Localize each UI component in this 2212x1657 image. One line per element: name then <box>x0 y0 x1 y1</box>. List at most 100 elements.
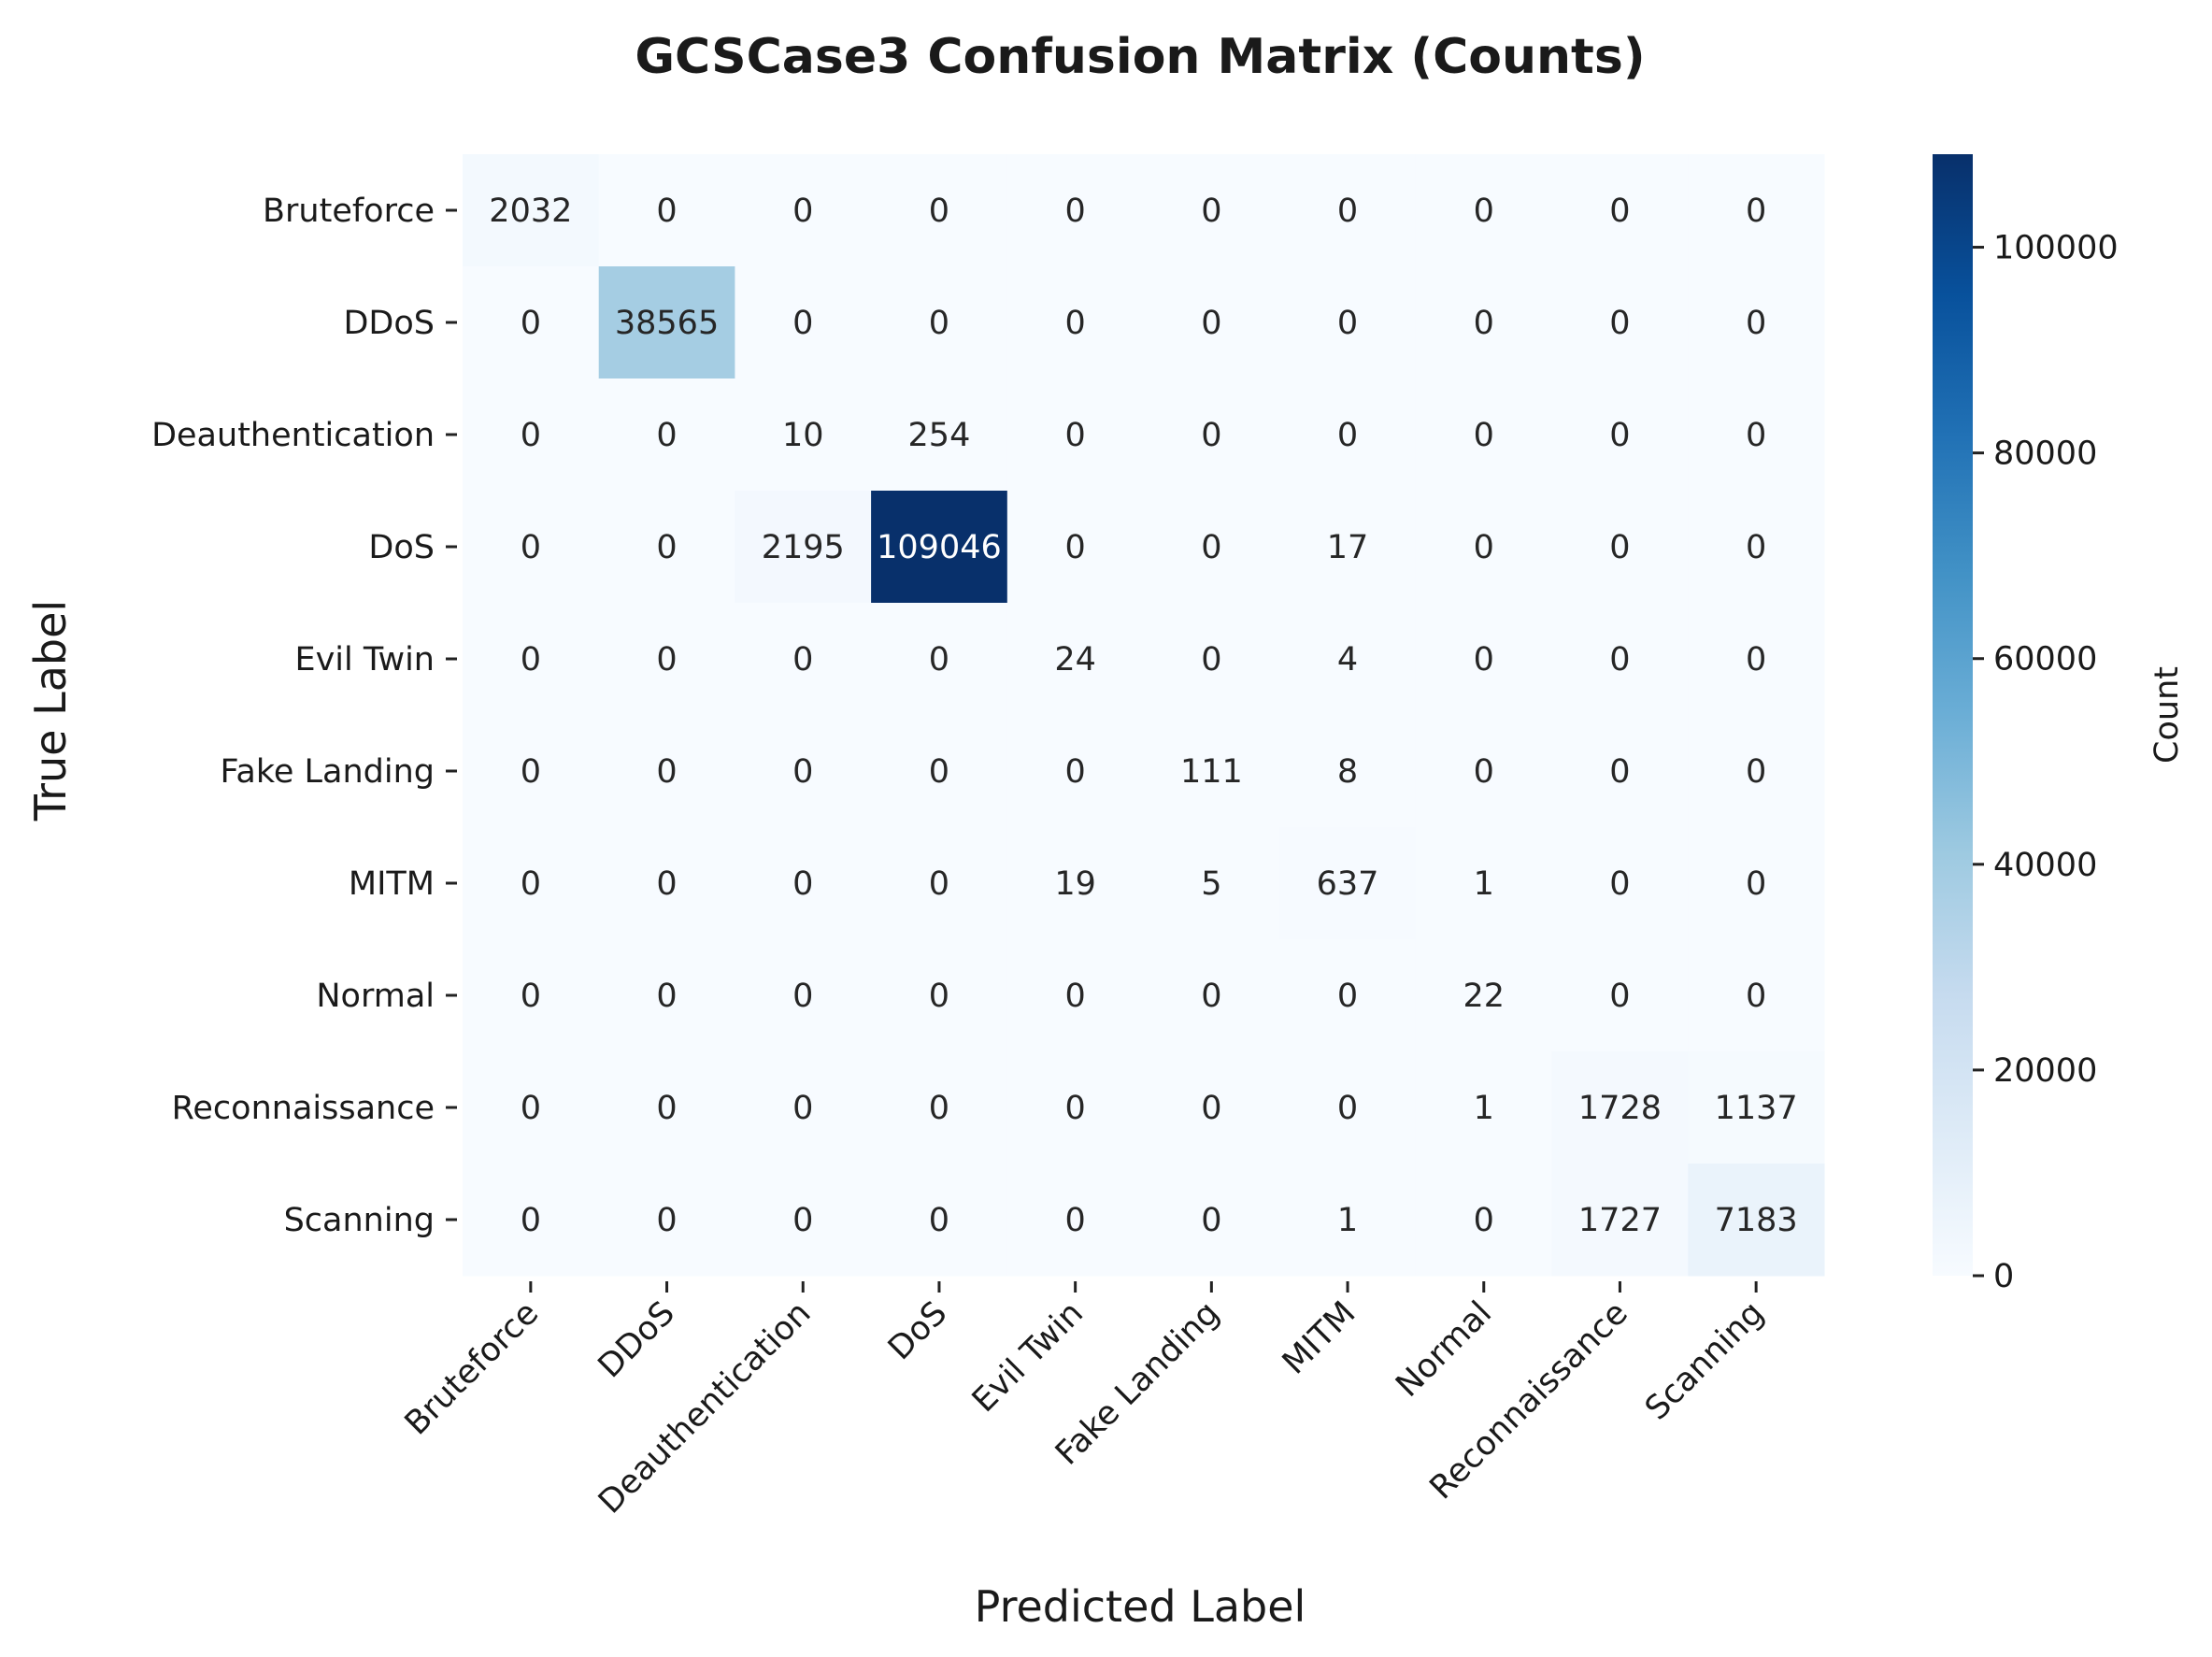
heatmap-cell <box>735 379 872 492</box>
heatmap-cell <box>1551 266 1689 379</box>
cell-value-label: 0 <box>929 753 949 791</box>
heatmap-cell <box>1143 939 1280 1052</box>
cell-value-label: 637 <box>1317 865 1379 903</box>
heatmap-cell <box>1006 154 1144 267</box>
x-axis-label: Predicted Label <box>975 1581 1306 1632</box>
cell-value-label: 5 <box>1201 865 1221 903</box>
cell-value-label: 17 <box>1327 529 1369 566</box>
heatmap-cell <box>1688 603 1825 716</box>
heatmap-cell <box>735 1051 872 1164</box>
cell-value-label: 254 <box>908 417 971 454</box>
cell-value-label: 0 <box>929 305 949 342</box>
heatmap-cell <box>1006 939 1144 1052</box>
cell-value-label: 0 <box>1474 753 1494 791</box>
heatmap-cell <box>1551 603 1689 716</box>
heatmap-cell <box>1415 827 1553 940</box>
heatmap-cell <box>735 266 872 379</box>
cell-value-label: 0 <box>656 641 677 679</box>
heatmap-cell <box>1143 1051 1280 1164</box>
cell-value-label: 2195 <box>762 529 845 566</box>
cell-value-label: 0 <box>1746 193 1766 230</box>
y-axis-label: True Label <box>25 600 76 821</box>
heatmap-cell <box>598 266 735 379</box>
cell-value-label: 0 <box>1609 417 1630 454</box>
cell-value-label: 0 <box>1065 1090 1086 1127</box>
cell-value-label: 0 <box>792 1202 813 1239</box>
colorbar-tick-label: 80000 <box>1993 436 2097 473</box>
heatmap-cell <box>1279 1164 1417 1277</box>
heatmap-cell <box>598 603 735 716</box>
heatmap-cell <box>463 491 600 604</box>
cell-value-label: 0 <box>656 865 677 903</box>
heatmap-cell <box>735 603 872 716</box>
cell-value-label: 0 <box>1474 529 1494 566</box>
cell-value-label: 0 <box>929 978 949 1015</box>
heatmap-cell <box>735 154 872 267</box>
cell-value-label: 0 <box>521 1202 541 1239</box>
colorbar-tick-label: 60000 <box>1993 641 2097 679</box>
x-tick-label: MITM <box>1276 1294 1363 1381</box>
heatmap-cell <box>1415 939 1553 1052</box>
heatmap-cell <box>1279 266 1417 379</box>
cell-value-label: 0 <box>1609 753 1630 791</box>
heatmap-cell <box>463 939 600 1052</box>
heatmap-cell <box>1279 715 1417 828</box>
heatmap-cell <box>1551 379 1689 492</box>
x-tick-label: Normal <box>1389 1294 1499 1405</box>
cell-value-label: 0 <box>1746 978 1766 1015</box>
heatmap-cell <box>735 491 872 604</box>
colorbar-tick-label: 0 <box>1993 1258 2014 1295</box>
cell-value-label: 0 <box>1746 641 1766 679</box>
y-tick-label: Bruteforce <box>263 193 435 230</box>
cell-value-label: 0 <box>1474 193 1494 230</box>
y-tick-label: DDoS <box>343 305 435 342</box>
cell-value-label: 0 <box>929 1090 949 1127</box>
cell-value-label: 0 <box>1746 305 1766 342</box>
heatmap-cell <box>1143 1164 1280 1277</box>
heatmap-cell <box>463 1051 600 1164</box>
cell-value-label: 0 <box>1337 193 1358 230</box>
cell-value-label: 0 <box>792 978 813 1015</box>
heatmap-cell <box>463 827 600 940</box>
heatmap-cell <box>1143 603 1280 716</box>
heatmap-cell <box>735 715 872 828</box>
y-tick-label: Fake Landing <box>220 753 435 791</box>
heatmap-cell <box>1279 154 1417 267</box>
heatmap-cell <box>1415 491 1553 604</box>
heatmap-cell <box>1006 603 1144 716</box>
heatmap-cell <box>871 266 1008 379</box>
heatmap-cell <box>1415 603 1553 716</box>
cell-value-label: 0 <box>1746 753 1766 791</box>
cell-value-label: 0 <box>1746 865 1766 903</box>
heatmap-cell <box>1688 266 1825 379</box>
cell-value-label: 0 <box>521 1090 541 1127</box>
heatmap-cell <box>1551 715 1689 828</box>
heatmap-cell <box>1279 1051 1417 1164</box>
heatmap-cell <box>871 154 1008 267</box>
heatmap-cell <box>871 603 1008 716</box>
cell-value-label: 0 <box>1746 529 1766 566</box>
heatmap-cell <box>1006 715 1144 828</box>
cell-value-label: 0 <box>1474 305 1494 342</box>
heatmap-cell <box>1279 827 1417 940</box>
cell-value-label: 1728 <box>1578 1090 1662 1127</box>
cell-value-label: 0 <box>1201 1202 1221 1239</box>
heatmap-cell <box>463 266 600 379</box>
cell-value-label: 0 <box>1609 193 1630 230</box>
cell-value-label: 0 <box>1609 978 1630 1015</box>
y-tick-label: MITM <box>349 865 435 903</box>
heatmap-cell <box>871 1051 1008 1164</box>
y-tick-label: Reconnaissance <box>172 1090 435 1127</box>
heatmap-cell <box>598 827 735 940</box>
y-tick-label: Scanning <box>284 1202 435 1239</box>
cell-value-label: 0 <box>929 193 949 230</box>
heatmap-cell <box>598 491 735 604</box>
cell-value-label: 1727 <box>1578 1202 1662 1239</box>
heatmap-cell <box>871 827 1008 940</box>
cell-value-label: 0 <box>1201 978 1221 1015</box>
cell-value-label: 0 <box>521 641 541 679</box>
x-tick-label: Evil Twin <box>965 1294 1091 1420</box>
heatmap-cell <box>1551 491 1689 604</box>
cell-value-label: 0 <box>929 641 949 679</box>
cell-value-label: 22 <box>1463 978 1505 1015</box>
